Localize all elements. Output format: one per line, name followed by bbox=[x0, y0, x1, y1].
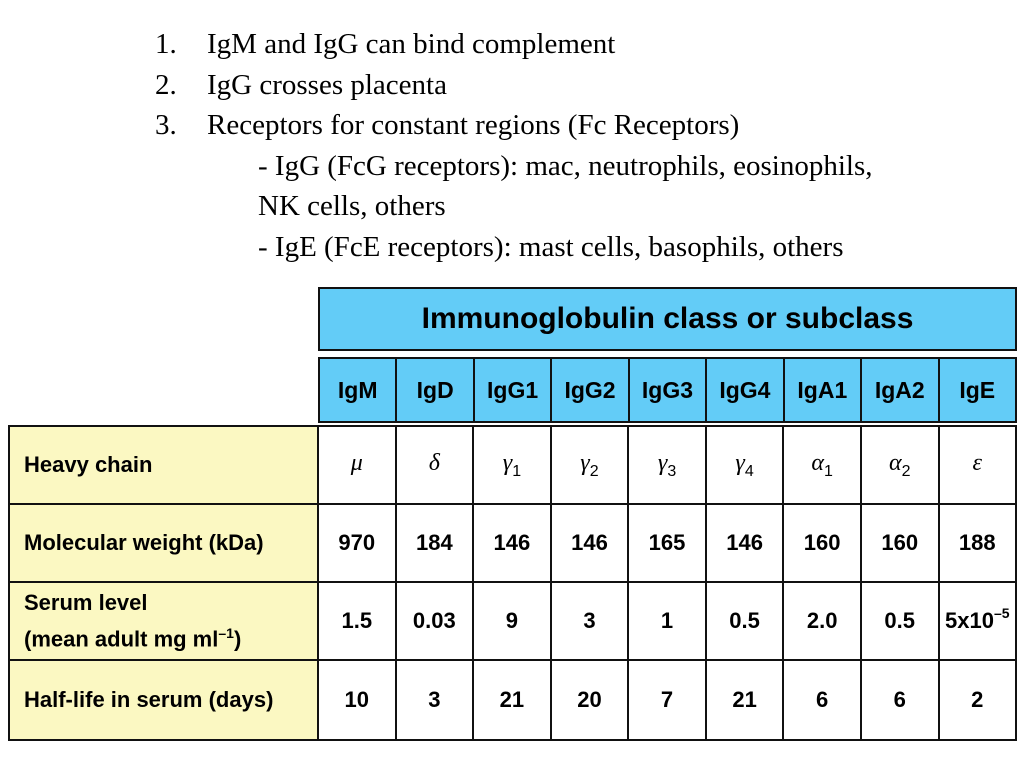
column-header: IgD bbox=[397, 359, 475, 421]
table-cell: 3 bbox=[397, 661, 475, 739]
table-cell: μ bbox=[319, 427, 397, 503]
bullet-item: 2. IgG crosses placenta bbox=[155, 65, 873, 106]
row-label: Half-life in serum (days) bbox=[10, 661, 319, 739]
column-header: IgG2 bbox=[552, 359, 630, 421]
row-label: Heavy chain bbox=[10, 427, 319, 503]
table-cell: 0.03 bbox=[397, 583, 475, 659]
table-cell: 0.5 bbox=[707, 583, 785, 659]
row-label: Serum level (mean adult mg ml–1) bbox=[10, 583, 319, 659]
table-cell: 3 bbox=[552, 583, 630, 659]
table-cell: 21 bbox=[474, 661, 552, 739]
column-header: IgG3 bbox=[629, 359, 708, 421]
table-cell: 1 bbox=[629, 583, 707, 659]
table-cell: γ4 bbox=[707, 427, 785, 503]
table-cell: 5x10 –5 bbox=[945, 605, 1010, 633]
table-cell: 160 bbox=[784, 505, 862, 581]
table-row-molecular-weight: Molecular weight (kDa) 970 184 146 146 1… bbox=[10, 505, 1015, 583]
column-header: IgA2 bbox=[862, 359, 940, 421]
table-cell: 10 bbox=[319, 661, 397, 739]
table-cell: δ bbox=[397, 427, 475, 503]
table-cell: 146 bbox=[552, 505, 630, 581]
bullet-list: 1. IgM and IgG can bind complement 2. Ig… bbox=[155, 24, 873, 267]
bullet-number: 2. bbox=[155, 68, 177, 101]
table-cell: α1 bbox=[784, 427, 862, 503]
table-cell: 160 bbox=[862, 505, 940, 581]
table-cell: α2 bbox=[862, 427, 940, 503]
bullet-item: 3. Receptors for constant regions (Fc Re… bbox=[155, 105, 873, 146]
column-header: IgG1 bbox=[474, 359, 553, 421]
bullet-item: 1. IgM and IgG can bind complement bbox=[155, 24, 873, 65]
table-row-half-life: Half-life in serum (days) 10 3 21 20 7 2… bbox=[10, 661, 1015, 739]
sub-line: NK cells, others bbox=[258, 190, 446, 222]
table-cell: 146 bbox=[474, 505, 552, 581]
table-cell: 6 bbox=[784, 661, 862, 739]
table-row-heavy-chain: Heavy chain μ δ γ1 γ2 γ3 γ4 α1 α2 ε bbox=[10, 427, 1015, 505]
table-cell: 20 bbox=[552, 661, 630, 739]
table-cell: 0.5 bbox=[862, 583, 940, 659]
table-cell: 970 bbox=[319, 505, 397, 581]
table-cell: 7 bbox=[629, 661, 707, 739]
column-header: IgE bbox=[939, 359, 1015, 421]
row-label: Molecular weight (kDa) bbox=[10, 505, 319, 581]
table-row-serum-level: Serum level (mean adult mg ml–1) 1.5 0.0… bbox=[10, 583, 1015, 661]
data-table: Heavy chain μ δ γ1 γ2 γ3 γ4 α1 α2 ε Mole… bbox=[8, 425, 1017, 741]
table-cell: 2 bbox=[971, 687, 984, 712]
column-header-row: IgM IgD IgG1 IgG2 IgG3 IgG4 IgA1 IgA2 Ig… bbox=[318, 357, 1017, 423]
table-cell: γ1 bbox=[474, 427, 552, 503]
bullet-text: IgM and IgG can bind complement bbox=[207, 28, 616, 60]
table-cell: γ2 bbox=[552, 427, 630, 503]
bullet-number: 1. bbox=[155, 28, 177, 60]
column-header: IgA1 bbox=[784, 359, 863, 421]
bullet-text: Receptors for constant regions (Fc Recep… bbox=[207, 109, 740, 141]
table-cell: ε bbox=[972, 449, 983, 476]
table-cell: 146 bbox=[707, 505, 785, 581]
bullet-text: IgG crosses placenta bbox=[207, 68, 447, 101]
table-cell: 188 bbox=[958, 530, 996, 555]
column-header: IgG4 bbox=[707, 359, 785, 421]
table-cell: 165 bbox=[629, 505, 707, 581]
bullet-number: 3. bbox=[155, 109, 177, 141]
table-cell: 184 bbox=[397, 505, 475, 581]
table-cell: 2.0 bbox=[784, 583, 862, 659]
table-cell: 1.5 bbox=[319, 583, 397, 659]
sub-line: - IgE (FcE receptors): mast cells, basop… bbox=[258, 230, 844, 263]
column-header: IgM bbox=[320, 359, 398, 421]
table-cell: 6 bbox=[862, 661, 940, 739]
table-cell: 9 bbox=[474, 583, 552, 659]
sub-line: - IgG (FcG receptors): mac, neutrophils,… bbox=[258, 149, 873, 182]
table-cell: 21 bbox=[707, 661, 785, 739]
table-title: Immunoglobulin class or subclass bbox=[318, 287, 1017, 351]
table-cell: γ3 bbox=[629, 427, 707, 503]
